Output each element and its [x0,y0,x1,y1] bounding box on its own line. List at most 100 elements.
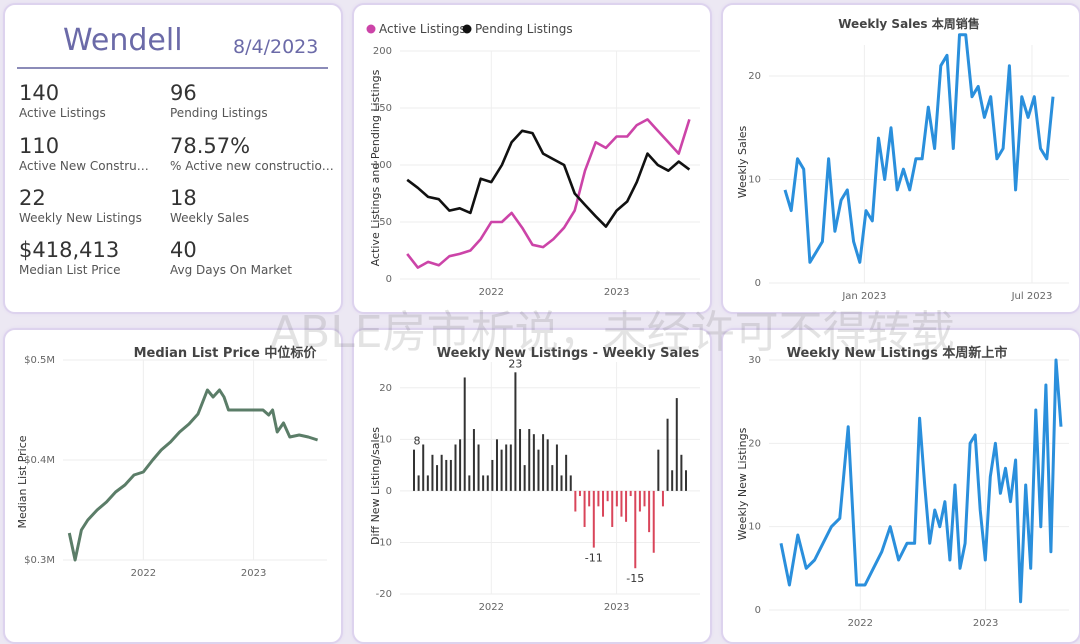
kpi-pending-listings: 96 Pending Listings [170,81,316,120]
kpi-value: 18 [170,186,197,210]
kpi-label: Pending Listings [170,106,268,120]
diff-bar [454,444,457,491]
diff-bar [482,475,485,491]
kpi-avg-days-on-market: 40 Avg Days On Market [170,238,316,277]
y-tick-label: 30 [748,355,761,366]
diff-bar [615,490,618,507]
y-axis-title: Active Listings and Pending Listings [369,69,382,266]
weekly-new-listings-chart-card: Weekly New Listings 本周新上市 Weekly New Lis… [721,328,1080,644]
y-tick-label: $0.5M [24,355,55,366]
y-axis-title: Weekly Sales [736,125,749,198]
y-tick-label: 0 [755,605,761,616]
diff-bar [449,459,452,491]
kpi-median-list-price: $418,413 Median List Price [19,238,165,277]
x-tick-label: 2023 [241,568,266,579]
diff-bar [551,465,554,491]
diff-bar [431,454,434,491]
y-axis-label: Weekly Sales [736,125,749,198]
diff-bar [685,470,687,491]
legend-pending-marker [462,24,472,34]
kpi-pct-new-constructions: 78.57% % Active new constructions [170,134,335,173]
kpi-value: 96 [170,81,197,105]
diff-bar [459,439,462,491]
diff-data-label: 8 [414,435,421,448]
diff-bar [588,490,591,507]
diff-bar [546,439,549,491]
diff-bar [629,490,632,497]
kpi-weekly-new-listings: 22 Weekly New Listings [19,186,165,225]
diff-bar [477,444,480,491]
diff-data-label: -11 [585,552,603,565]
diff-bar [523,465,526,491]
diff-bar [569,475,572,491]
report-date: 8/4/2023 [233,36,319,58]
y-tick-label: 10 [748,175,761,186]
active-listings-line [406,118,691,269]
y-tick-label: 20 [748,438,761,449]
diff-chart-card: Weekly New Listings - Weekly Sales Diff … [352,328,712,644]
pending-listings-line [406,129,691,228]
diff-bar [643,490,646,507]
y-tick-label: 50 [379,217,392,228]
kpi-value: 110 [19,134,60,158]
diff-bar [648,490,651,533]
y-tick-label: 0 [386,274,392,285]
x-tick-label: 2022 [479,602,504,613]
diff-bar [611,490,614,527]
diff-bar [680,454,683,491]
diff-bar [500,449,503,491]
kpi-label: Avg Days On Market [170,263,292,277]
diff-bar [426,475,429,491]
diff-bar [638,490,641,512]
y-tick-label: 0 [386,486,392,497]
kpi-divider [17,67,328,69]
diff-bar [625,490,628,522]
y-tick-label: 10 [748,522,761,533]
diff-bar [634,490,637,569]
diff-bar [532,434,535,491]
kpi-label: Median List Price [19,263,121,277]
kpi-label: % Active new constructions [170,159,335,173]
y-tick-label: 10 [379,434,392,445]
y-tick-label: -10 [376,537,392,548]
y-axis-title: Weekly New Listings [736,427,749,540]
diff-bar [436,465,439,491]
diff-bar [491,459,494,491]
legend-pending-label: Pending Listings [475,22,573,36]
diff-bar [495,439,498,491]
y-axis-label: Active Listings and Pending Listings [369,69,382,266]
median-price-chart: Median List Price 中位标价 Median List Price… [16,345,327,579]
watermark: ABLE房市析说，未经许可不得转载 [270,307,955,358]
diff-bar [606,490,609,502]
weekly-sales-chart: Weekly Sales 本周销售 Weekly Sales 0 10 20 Jan … [736,16,1069,302]
diff-chart: Weekly New Listings - Weekly Sales Diff … [369,346,700,613]
listings-chart-card: Active Listings Pending Listings Active … [352,3,712,314]
kpi-value: 22 [19,186,46,210]
chart-title: Weekly New Listings - Weekly Sales [437,346,700,361]
diff-bar [555,444,558,491]
diff-bar [620,490,623,517]
y-tick-label: 150 [373,103,392,114]
diff-bar [574,490,577,512]
kpi-value: 78.57% [170,134,251,158]
diff-bar [666,418,669,491]
kpi-active-listings: 140 Active Listings [19,81,165,120]
x-tick-label: Jul 2023 [1011,291,1053,302]
diff-bar [661,490,664,507]
diff-bar [440,454,443,491]
diff-bar [671,470,674,491]
diff-bar [514,372,517,491]
diff-data-label: -15 [626,572,644,585]
legend-active-label: Active Listings [379,22,466,36]
x-tick-label: Jan 2023 [841,291,886,302]
diff-data-label: 23 [508,357,522,370]
diff-bar [542,434,545,491]
chart-title: Weekly Sales 本周销售 [838,16,980,31]
kpi-label: Weekly New Listings [19,211,142,225]
kpi-value: 40 [170,238,197,262]
diff-bar [675,398,678,491]
y-tick-label: 20 [748,71,761,82]
y-tick-label: 200 [373,46,392,57]
x-tick-label: 2022 [479,287,504,298]
y-axis-label: Diff New Listing/sales [369,427,382,545]
